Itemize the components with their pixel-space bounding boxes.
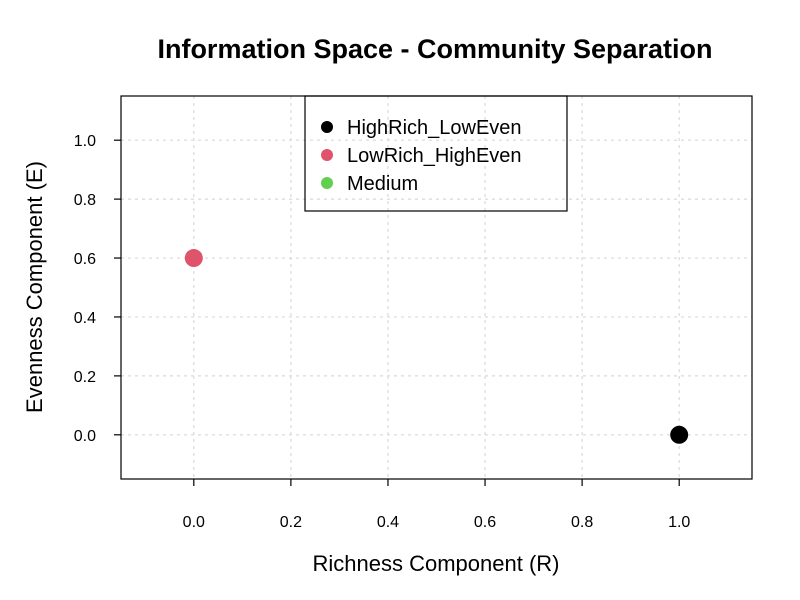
grid [121,96,752,479]
legend-marker-1 [321,149,333,161]
data-point-1-0 [184,249,203,268]
legend-box [304,95,568,212]
x-tick-label-4: 0.8 [571,514,593,531]
y-tick-label-5: 1.0 [74,133,96,150]
legend-label-0: HighRich_LowEven [347,117,522,139]
x-tick-label-0: 0.0 [183,514,205,531]
y-tick-label-1: 0.2 [74,369,96,386]
data-points [184,249,689,444]
x-tick-label-3: 0.6 [474,514,496,531]
legend-marker-0 [321,121,333,133]
x-axis-label: Richness Component (R) [313,551,560,576]
data-point-0-0 [670,425,689,444]
x-tick-label-1: 0.2 [280,514,302,531]
y-tick-label-2: 0.4 [74,310,96,327]
x-tick-label-5: 1.0 [668,514,690,531]
legend-label-1: LowRich_HighEven [347,145,522,167]
y-tick-label-3: 0.6 [74,251,96,268]
y-axis: 0.0 0.2 0.4 0.6 0.8 1.0 [74,133,121,445]
y-axis-label: Evenness Component (E) [22,161,47,413]
y-tick-label-0: 0.0 [74,428,96,445]
x-axis: 0.0 0.2 0.4 0.6 0.8 1.0 [183,479,690,531]
legend-label-2: Medium [347,173,418,195]
y-tick-label-4: 0.8 [74,192,96,209]
chart-title: Information Space - Community Separation [157,34,712,64]
x-tick-label-2: 0.4 [377,514,399,531]
legend-marker-2 [321,177,333,189]
legend: HighRich_LowEven LowRich_HighEven Medium [304,95,568,212]
